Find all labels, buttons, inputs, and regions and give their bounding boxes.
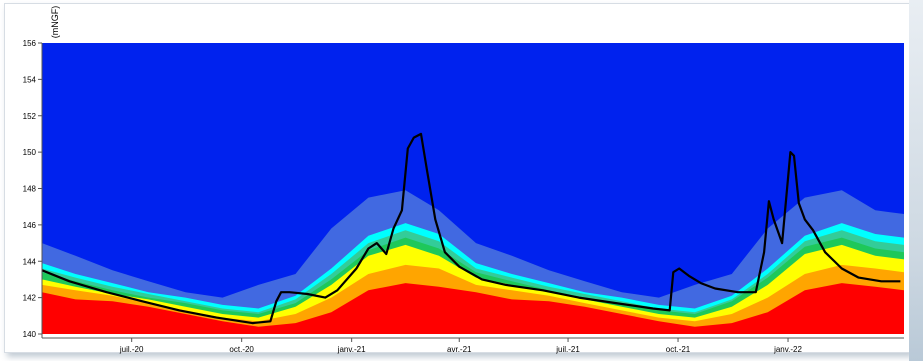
y-tick-label: 150 — [23, 148, 37, 157]
level-line-layer — [42, 132, 901, 325]
y-tick-label: 152 — [23, 112, 37, 121]
x-tick-label: janv.-21 — [337, 345, 366, 354]
x-tick-label: oct.-21 — [666, 345, 691, 354]
band-1 — [42, 283, 904, 334]
level-line-1 — [42, 132, 901, 325]
window-edge — [909, 0, 923, 361]
x-tick-label: juil.-20 — [119, 345, 144, 354]
y-tick-label: 148 — [23, 185, 37, 194]
percentile-bands — [42, 43, 904, 334]
axes: 140 142 144 146 148 150 152 154 156 juil.-20 oct.-… — [23, 39, 904, 354]
x-tick-label: janv.-22 — [773, 345, 802, 354]
y-axis-label: (mNGF) — [50, 6, 60, 39]
y-tick-label: 140 — [23, 330, 37, 339]
y-tick-label: 142 — [23, 294, 37, 303]
y-tick-label: 156 — [23, 39, 37, 48]
y-tick-label: 144 — [23, 257, 37, 266]
x-tick-label: avr.-21 — [447, 345, 472, 354]
x-tick-label: oct.-20 — [229, 345, 254, 354]
y-tick-label: 146 — [23, 221, 37, 230]
band-8 — [42, 43, 904, 334]
x-tick-label: juil.-21 — [555, 345, 580, 354]
y-tick-label: 154 — [23, 75, 37, 84]
